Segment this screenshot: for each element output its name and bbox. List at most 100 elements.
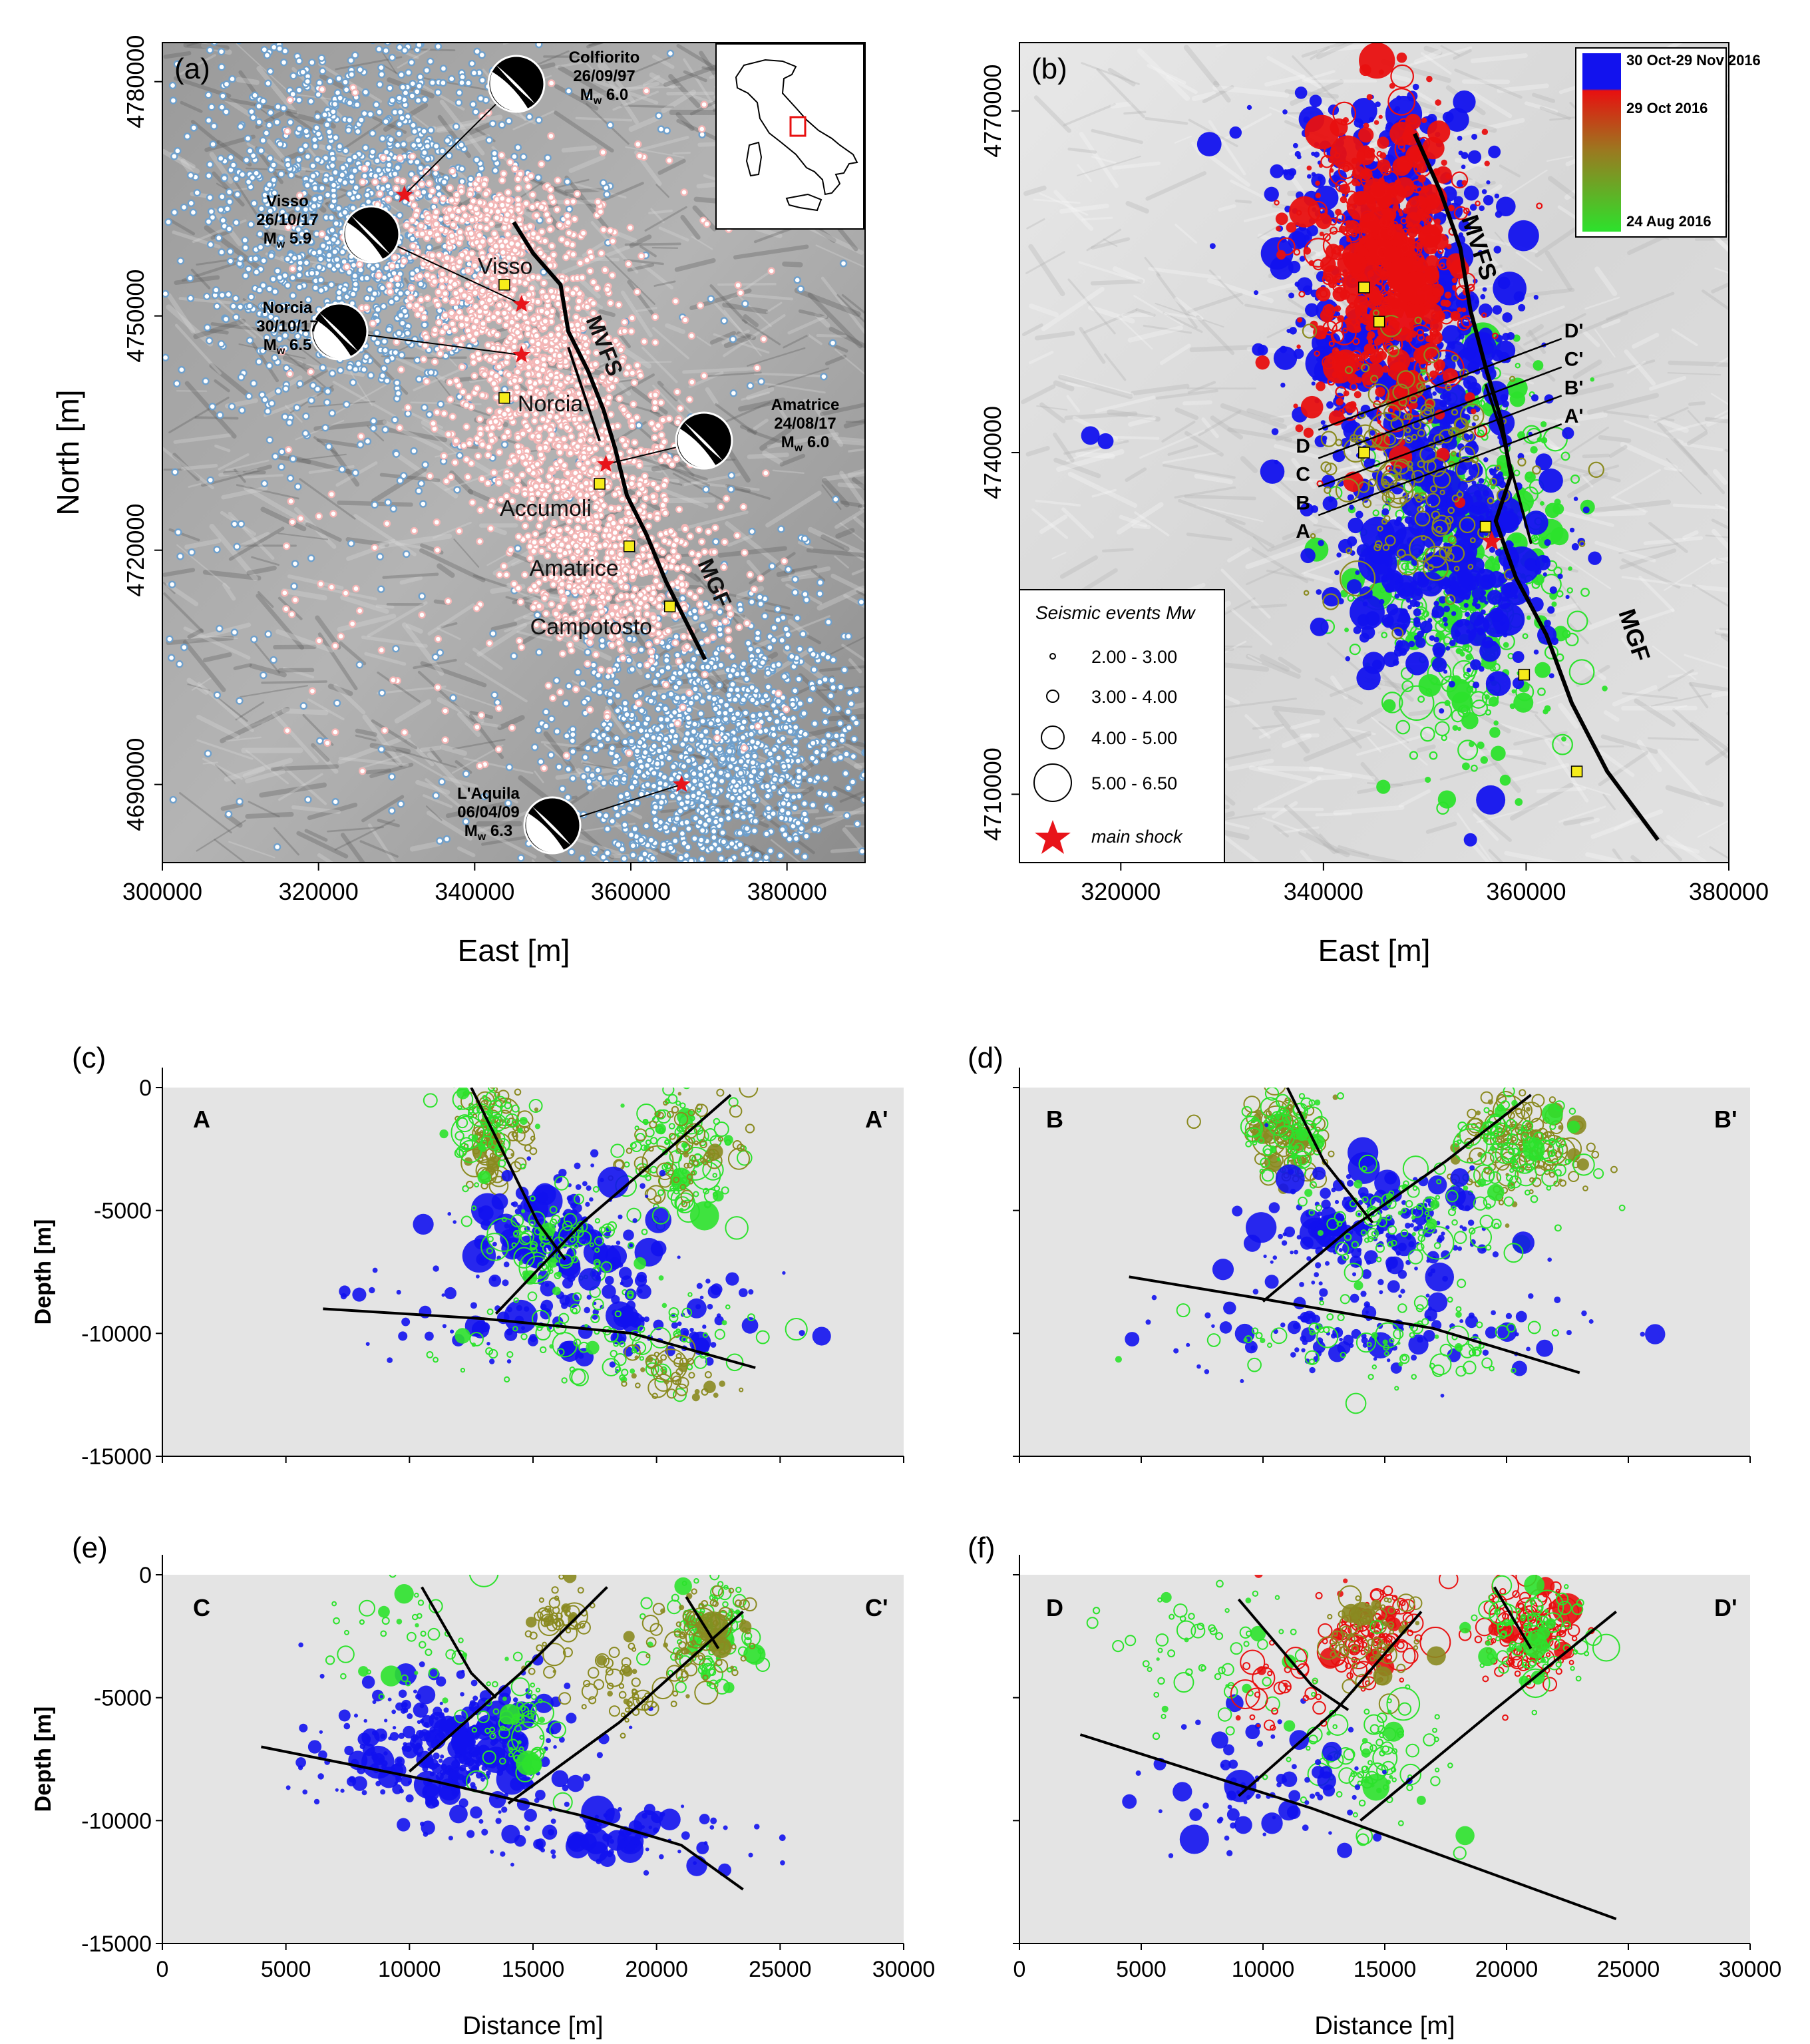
seismic-event-dot	[653, 793, 661, 801]
seismic-event-dot	[746, 381, 755, 390]
seismic-event-dot	[459, 334, 467, 342]
seismic-event-dot	[425, 244, 433, 252]
seismic-event-dot	[719, 829, 727, 837]
seismic-event-dot	[801, 799, 809, 808]
seismic-event-dot	[727, 485, 735, 493]
seismic-event-dot	[568, 737, 577, 745]
seismic-event-dot	[411, 127, 419, 136]
seismic-event-dot	[840, 666, 848, 674]
seismic-event-dot	[760, 927, 766, 933]
seismic-event-dot	[335, 204, 343, 212]
seismic-event-dot	[626, 447, 634, 455]
seismic-event-dot	[604, 725, 612, 733]
seismic-event-dot	[748, 598, 756, 606]
seismic-event-dot	[356, 441, 365, 449]
seismic-event-dot	[458, 177, 466, 186]
seismic-event-dot	[281, 413, 289, 421]
relief-hatch	[162, 568, 196, 577]
seismic-event-dot	[232, 313, 240, 321]
relief-hatch	[355, 734, 377, 741]
relief-hatch	[843, 419, 865, 429]
seismic-event-dot	[429, 419, 437, 428]
relief-hatch	[238, 343, 306, 359]
relief-hatch	[859, 503, 865, 511]
relief-hatch	[794, 288, 861, 317]
seismic-event-dot	[321, 0, 327, 3]
relief-hatch	[442, 775, 478, 789]
seismic-event-dot	[385, 161, 393, 169]
seismic-event-dot	[407, 294, 415, 302]
seismic-event-dot	[791, 737, 800, 745]
seismic-event-dot	[661, 705, 669, 713]
seismic-event-dot	[594, 524, 602, 532]
seismic-event-dot	[204, 749, 212, 757]
seismic-event-dot	[650, 690, 658, 698]
seismic-event-dot	[611, 491, 619, 499]
relief-hatch	[821, 477, 850, 508]
relief-hatch	[456, 846, 476, 857]
relief-hatch	[660, 463, 710, 487]
seismic-event-dot	[723, 771, 732, 779]
seismic-event-dot	[317, 54, 325, 62]
seismic-event-dot	[478, 76, 486, 85]
seismic-event-dot	[147, 222, 153, 228]
seismic-event-dot	[750, 791, 758, 800]
relief-hatch	[802, 729, 862, 771]
seismic-event-dot	[514, 544, 522, 552]
relief-hatch	[277, 668, 315, 673]
relief-hatch	[691, 481, 760, 491]
seismic-event-dot	[421, 403, 429, 412]
seismic-event-dot	[491, 166, 500, 174]
relief-hatch	[375, 604, 395, 609]
seismic-event-dot	[529, 230, 538, 238]
seismic-event-dot	[391, 170, 399, 178]
seismic-event-dot	[657, 431, 665, 439]
seismic-event-dot	[213, 546, 221, 554]
seismic-event-dot	[711, 705, 719, 713]
seismic-event-dot	[640, 337, 648, 345]
seismic-event-dot	[558, 580, 566, 588]
seismic-event-dot	[697, 771, 705, 779]
relief-hatch	[273, 827, 299, 856]
relief-hatch	[284, 405, 303, 423]
seismic-event-dot	[384, 182, 392, 190]
seismic-event-dot	[709, 907, 715, 913]
seismic-event-dot	[174, 528, 182, 536]
seismic-event-dot	[794, 819, 802, 827]
relief-hatch	[676, 43, 724, 74]
seismic-event-dot	[176, 552, 184, 560]
seismic-event-dot	[540, 268, 548, 276]
seismic-event-dot	[769, 809, 777, 818]
relief-hatch	[620, 104, 674, 108]
seismic-event-dot	[908, 827, 914, 833]
seismic-event-dot	[531, 743, 539, 751]
seismic-event-dot	[361, 172, 369, 180]
seismic-event-dot	[393, 379, 401, 387]
seismic-event-dot	[643, 931, 649, 937]
relief-hatch	[743, 314, 759, 327]
seismic-event-dot	[777, 525, 785, 533]
seismic-event-dot	[387, 189, 395, 198]
seismic-event-dot	[325, 143, 333, 152]
seismic-event-dot	[736, 829, 744, 837]
seismic-event-dot	[584, 885, 590, 891]
seismic-event-dot	[514, 532, 523, 540]
seismic-event-dot	[592, 918, 598, 924]
seismic-event-dot	[397, 351, 406, 359]
relief-hatch	[332, 381, 397, 418]
relief-hatch	[401, 622, 445, 676]
seismic-event-dot	[428, 187, 437, 195]
relief-hatch	[807, 333, 822, 345]
seismic-event-dot	[132, 155, 138, 161]
seismic-event-dot	[733, 710, 742, 718]
seismic-event-dot	[252, 169, 260, 177]
seismic-event-dot	[599, 853, 608, 861]
relief-hatch	[233, 663, 252, 670]
seismic-event-dot	[844, 784, 852, 792]
seismic-event-dot	[740, 861, 745, 863]
seismic-event-dot	[657, 798, 665, 807]
seismic-event-dot	[541, 317, 550, 325]
seismic-event-dot	[286, 118, 295, 126]
relief-hatch	[174, 323, 222, 375]
seismic-event-dot	[327, 214, 335, 222]
